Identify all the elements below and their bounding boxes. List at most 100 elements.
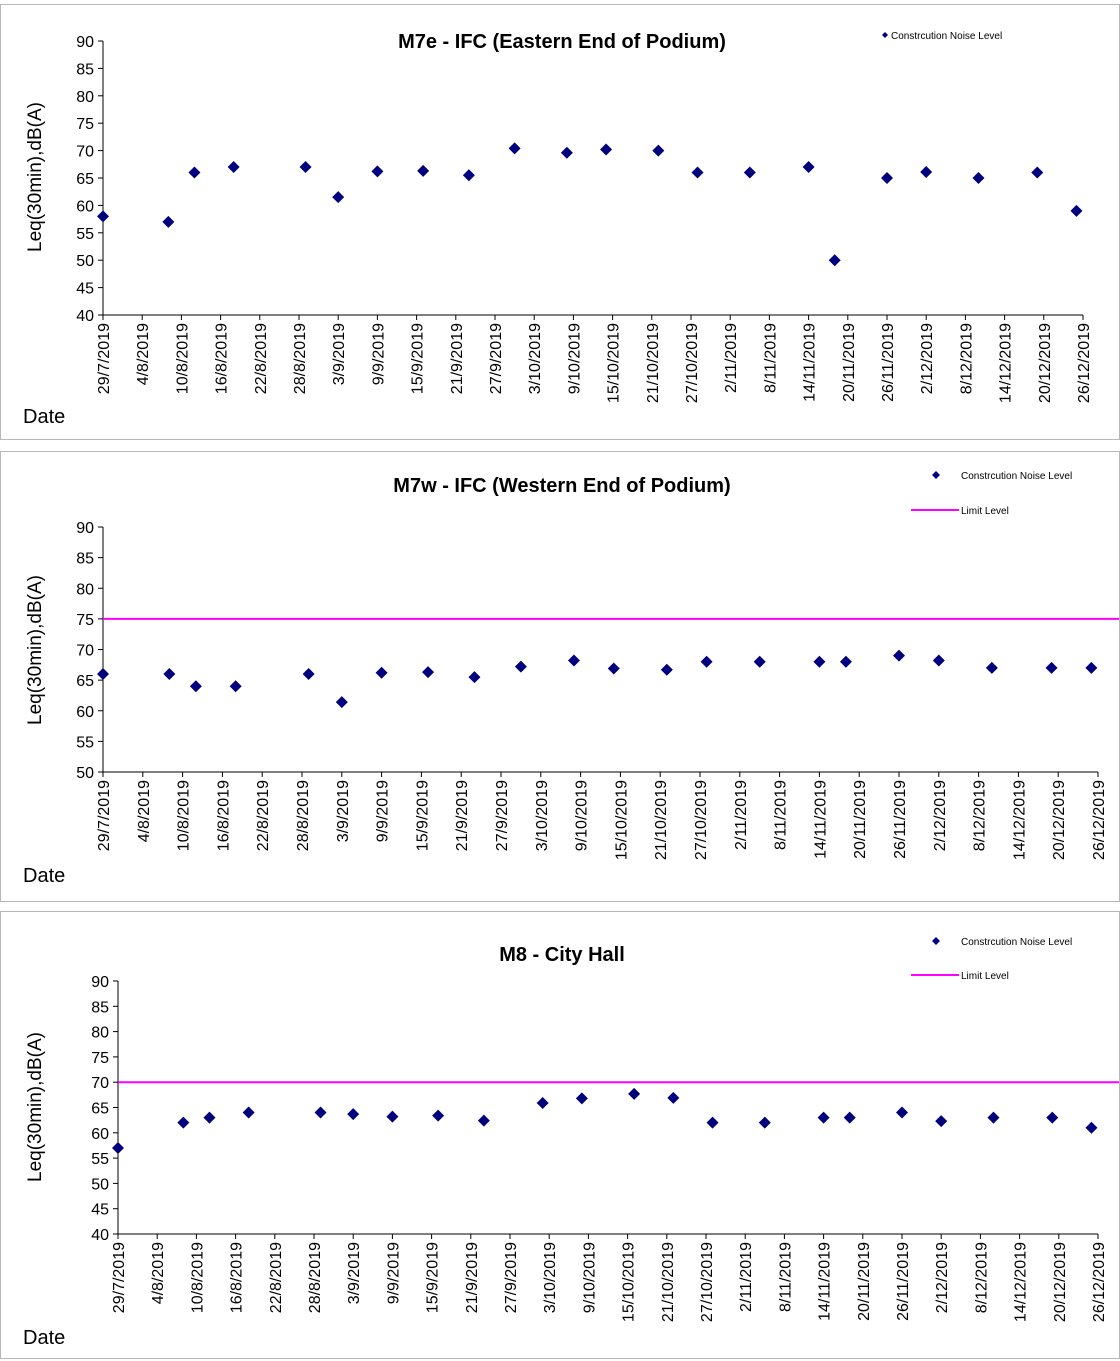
x-tick-label: 10/8/2019: [189, 1242, 206, 1313]
x-axis-label: Date: [23, 1327, 65, 1349]
x-tick-label: 8/11/2019: [762, 323, 779, 393]
legend-series-label: Constrcution Noise Level: [891, 31, 1002, 42]
x-tick-label: 27/10/2019: [693, 780, 710, 860]
data-point: [839, 655, 852, 668]
data-point: [229, 680, 242, 693]
x-tick-label: 22/8/2019: [253, 323, 270, 394]
y-tick-label: 40: [76, 308, 94, 325]
data-point: [162, 215, 175, 228]
data-point: [985, 661, 998, 674]
x-tick-label: 14/11/2019: [802, 323, 819, 402]
data-point: [1085, 661, 1098, 674]
x-tick-label: 2/12/2019: [919, 323, 936, 394]
x-tick-label: 2/11/2019: [738, 1242, 755, 1312]
data-point: [893, 649, 905, 662]
x-tick-label: 28/8/2019: [292, 323, 309, 394]
x-tick-label: 21/9/2019: [449, 323, 466, 394]
data-point: [163, 668, 176, 680]
y-tick-label: 70: [76, 643, 94, 660]
data-point: [112, 1141, 124, 1154]
plot-area: 50 55 60 65 70 75 80 85 90 29/7/2019 4/8/2019 10/8/…: [76, 520, 1119, 860]
y-tick-label: 80: [76, 581, 94, 598]
x-tick-label: 4/8/2019: [150, 1242, 167, 1304]
data-point: [753, 655, 766, 668]
data-point: [691, 166, 704, 179]
x-tick-label: 28/8/2019: [295, 780, 312, 851]
y-tick-label: 65: [91, 1101, 109, 1118]
y-tick-label: 70: [91, 1075, 109, 1092]
y-tick-label: 85: [76, 551, 94, 568]
y-tick-label: 90: [76, 520, 94, 537]
y-tick-label: 45: [76, 281, 94, 298]
data-point: [227, 161, 240, 174]
data-point: [314, 1106, 327, 1119]
chart-title: M7e - IFC (Eastern End of Podium): [398, 31, 726, 53]
chart-panel-m7w: M7w - IFC (Western End of Podium) Leq(30…: [0, 451, 1120, 902]
x-tick-label: 9/10/2019: [566, 323, 583, 394]
x-tick-label: 21/10/2019: [660, 1242, 677, 1322]
y-tick-label: 40: [91, 1227, 109, 1244]
x-tick-label: 21/9/2019: [464, 1242, 481, 1313]
x-tick-label: 26/12/2019: [1091, 1242, 1108, 1322]
chart-svg-m7w: M7w - IFC (Western End of Podium) Leq(30…: [23, 471, 1119, 887]
y-tick-label: 90: [91, 974, 109, 991]
y-tick-label: 45: [91, 1202, 109, 1219]
x-tick-label: 21/9/2019: [454, 780, 471, 851]
x-tick-label: 29/7/2019: [96, 780, 113, 851]
data-point: [417, 164, 430, 177]
x-tick-label: 14/11/2019: [812, 780, 829, 859]
data-point: [536, 1096, 549, 1109]
x-tick-label: 9/9/2019: [370, 323, 387, 385]
data-point: [299, 161, 312, 174]
data-point: [189, 680, 202, 693]
data-point: [743, 166, 756, 179]
x-tick-label: 15/9/2019: [414, 780, 431, 851]
x-tick-label: 21/10/2019: [645, 323, 662, 403]
data-point: [462, 169, 475, 182]
x-tick-label: 20/12/2019: [1051, 780, 1068, 860]
data-point: [386, 1110, 399, 1123]
data-point: [432, 1109, 445, 1122]
y-tick-label: 50: [91, 1176, 109, 1193]
data-point: [660, 663, 673, 676]
y-tick-label: 55: [91, 1151, 109, 1168]
data-point: [97, 668, 109, 680]
data-point: [371, 165, 384, 178]
data-point: [881, 172, 893, 184]
x-tick-label: 27/9/2019: [488, 323, 505, 394]
x-tick-label: 14/12/2019: [1011, 780, 1028, 860]
x-tick-label: 9/10/2019: [574, 780, 591, 851]
y-tick-label: 50: [76, 253, 94, 270]
data-point: [177, 1116, 190, 1129]
data-point: [813, 655, 826, 668]
x-tick-label: 8/11/2019: [773, 780, 790, 850]
x-tick-label: 14/12/2019: [998, 323, 1015, 403]
x-tick-label: 29/7/2019: [111, 1242, 128, 1313]
data-point: [242, 1106, 255, 1119]
y-tick-label: 65: [76, 171, 94, 188]
y-tick-label: 65: [76, 673, 94, 690]
legend-series-marker: [882, 32, 888, 38]
legend-series-label: Constrcution Noise Level: [961, 471, 1072, 482]
x-tick-label: 3/10/2019: [534, 780, 551, 851]
x-tick-label: 10/8/2019: [176, 780, 193, 851]
y-axis-label: Leq(30min),dB(A): [25, 1032, 46, 1182]
y-tick-label: 75: [91, 1050, 109, 1067]
y-tick-label: 85: [76, 61, 94, 78]
x-tick-label: 20/11/2019: [841, 323, 858, 402]
x-tick-label: 9/9/2019: [385, 1242, 402, 1304]
y-axis-label: Leq(30min),dB(A): [25, 102, 46, 252]
x-tick-label: 2/11/2019: [723, 323, 740, 393]
data-point: [843, 1111, 856, 1124]
y-tick-label: 60: [76, 198, 94, 215]
x-tick-label: 22/8/2019: [268, 1242, 285, 1313]
data-point: [600, 143, 613, 156]
data-point: [1045, 661, 1058, 674]
data-point: [335, 696, 348, 709]
legend: Constrcution Noise Level Limit Level: [911, 471, 1072, 517]
y-tick-label: 80: [76, 89, 94, 106]
x-tick-label: 4/8/2019: [136, 780, 153, 842]
legend: Constrcution Noise Level: [882, 31, 1002, 42]
x-tick-label: 3/9/2019: [335, 780, 352, 842]
x-tick-label: 8/12/2019: [972, 780, 989, 851]
